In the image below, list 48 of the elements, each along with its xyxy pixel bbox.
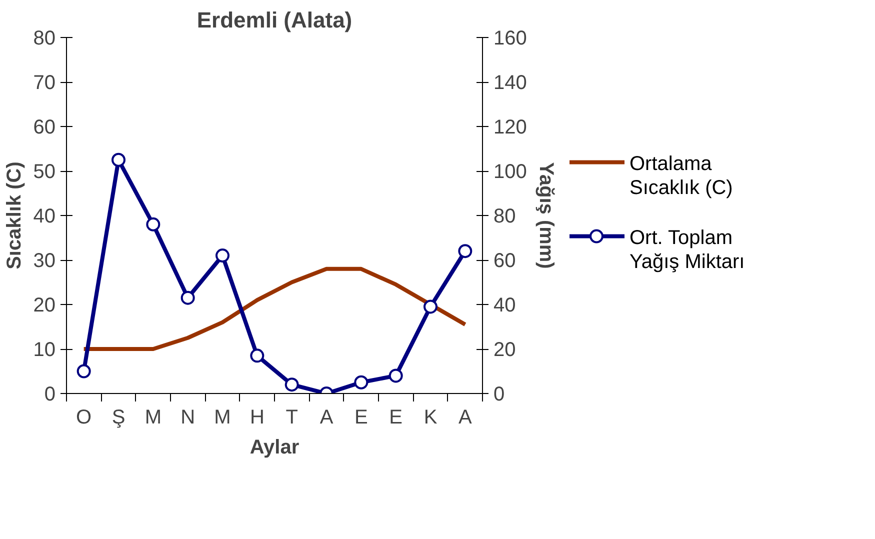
x-tick-label: K [424, 406, 438, 428]
point [146, 217, 160, 232]
point [250, 348, 264, 363]
y2-tick-label: 160 [494, 28, 527, 50]
point [76, 364, 91, 378]
y-tick-label: 0 [44, 384, 56, 406]
y2-axis-title: Yağış (mm) [534, 162, 557, 269]
legend-label: Ort. Toplam Yağış Miktarı [630, 226, 745, 274]
chart-title: Erdemli (Alata) [196, 8, 352, 32]
y-tick-label: 80 [33, 28, 56, 50]
x-tick-label: T [286, 406, 298, 428]
point [424, 300, 438, 314]
x-tick-label: A [320, 406, 334, 428]
y2-tick-label: 120 [494, 116, 527, 138]
x-tick-label: Ş [112, 406, 126, 428]
point [388, 368, 403, 383]
y-tick-label: 50 [33, 161, 56, 183]
y2-tick-label: 100 [494, 161, 527, 183]
x-tick-label: O [76, 406, 92, 428]
x-tick-label: H [250, 406, 264, 428]
y-tick-label: 40 [33, 206, 56, 228]
point [458, 244, 472, 258]
y2-tick-label: 40 [494, 294, 516, 316]
x-tick-label: N [180, 406, 196, 428]
y-tick-label: 20 [33, 294, 56, 316]
legend-label: Ortalama Sıcaklık (C) [630, 152, 733, 200]
point [216, 248, 230, 263]
line-series [82, 266, 468, 351]
x-tick-label: E [389, 406, 403, 428]
y-axis-title: Sıcaklık (C) [3, 162, 26, 270]
y2-tick-label: 60 [494, 250, 516, 272]
y-tick-label: 30 [33, 250, 56, 272]
point [284, 378, 299, 392]
point [180, 290, 195, 305]
x-tick-label: M [214, 406, 231, 428]
point [354, 375, 368, 390]
x-axis-title: Aylar [250, 436, 300, 458]
y2-tick-label: 80 [494, 206, 516, 228]
y-tick-label: 70 [33, 72, 56, 94]
y2-tick-label: 20 [494, 339, 516, 361]
y2-tick-label: 140 [494, 72, 527, 94]
y-tick-label: 10 [33, 339, 56, 361]
x-tick-label: A [458, 406, 472, 428]
y-tick-label: 60 [33, 116, 56, 138]
x-tick-label: E [354, 406, 368, 428]
y2-tick-label: 0 [494, 384, 505, 406]
x-tick-label: M [144, 406, 162, 428]
point [112, 152, 126, 167]
